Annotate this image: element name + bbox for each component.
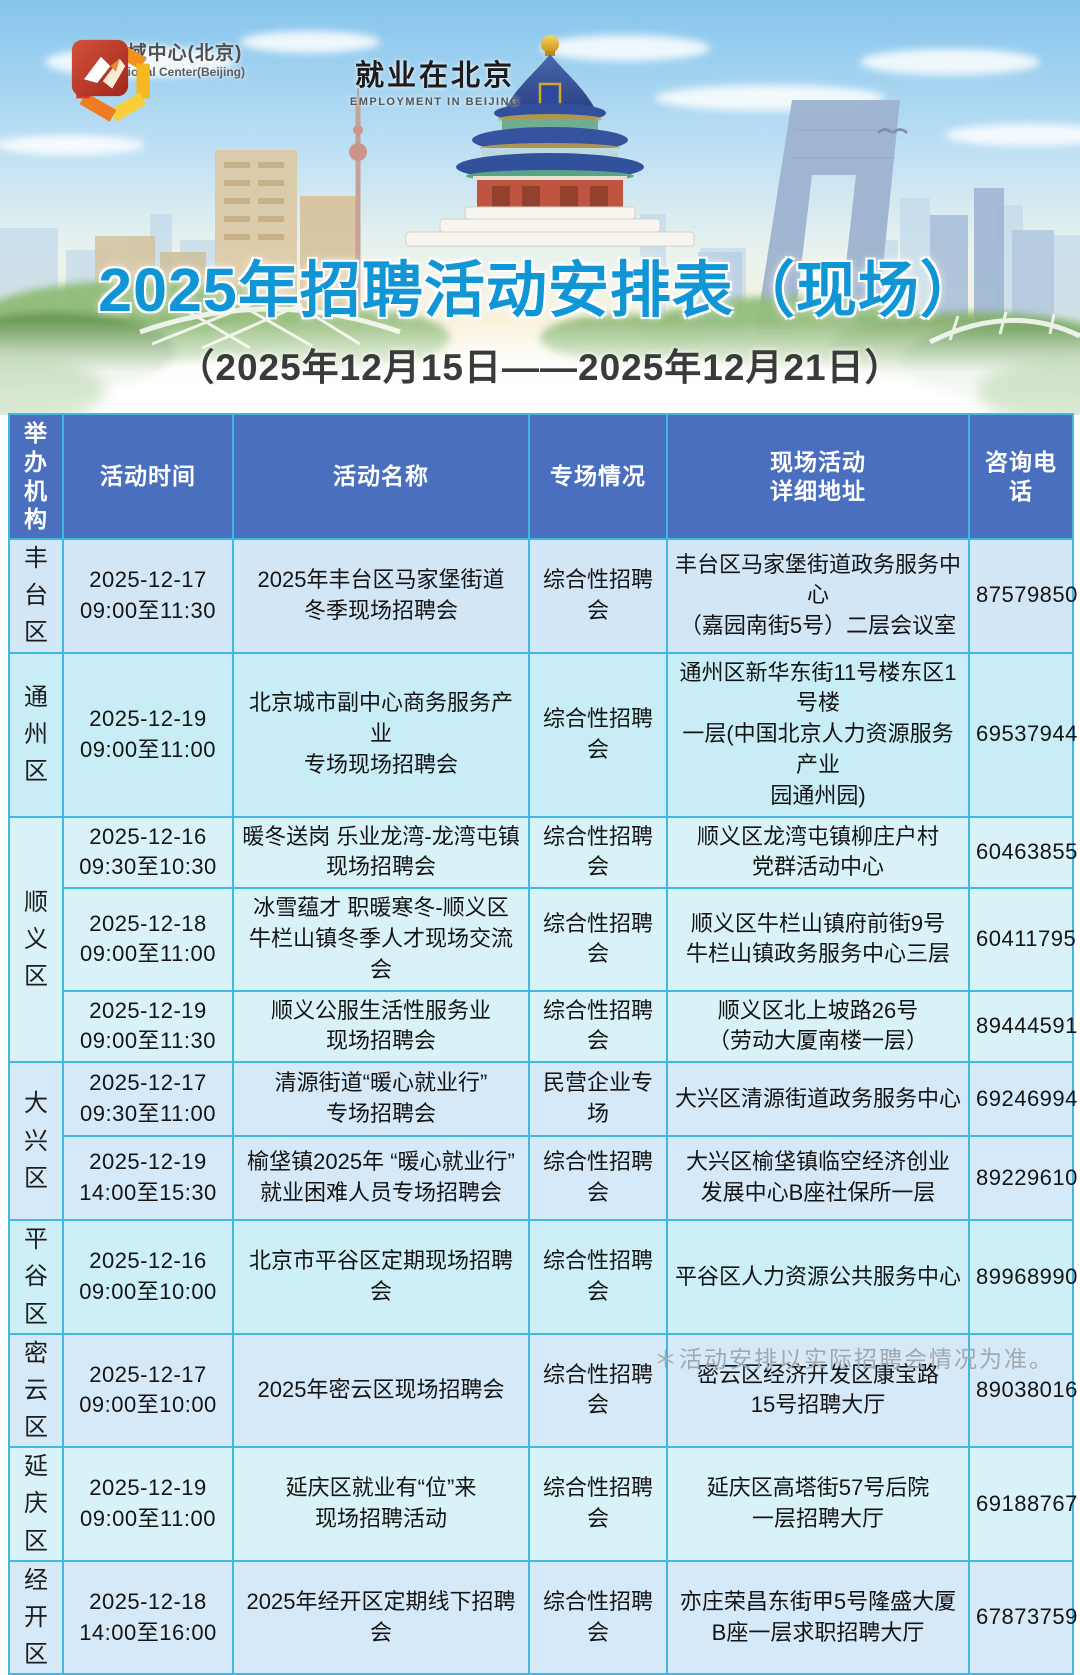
phone-cell: 69537944 [968,651,1077,818]
employment-name-cn: 就业在北京 [354,60,515,92]
table-row: 延庆区 2025-12-19 09:00至11:00 延庆区就业有“位”来 现场… [8,1446,1077,1562]
table-row: 丰台区 2025-12-17 09:00至11:30 2025年丰台区马家堡街道… [8,538,1077,654]
event-name-cell: 暖冬送岗 乐业龙湾-龙湾屯镇 现场招聘会 [232,815,530,890]
phone-cell: 89229610 [968,1135,1077,1222]
district-cell: 丰台区 [8,538,64,654]
time-cell: 2025-12-17 09:00至11:30 [62,538,234,654]
cctv-building [755,100,900,335]
district-cell: 延庆区 [8,1446,64,1562]
header-logos: 区域中心(北京) Regional Center(Beijing) 就业在北京 … [70,38,550,122]
bird-icon [877,128,908,134]
tv-tower [349,88,367,332]
date-range-subtitle: （2025年12月15日——2025年12月21日） [177,347,903,388]
event-type-cell: 综合性招聘会 [528,815,668,890]
table-row: 2025-12-19 14:00至15:30 榆垡镇2025年 “暖心就业行” … [9,1135,1077,1222]
table-row: 大兴区 2025-12-17 09:30至11:00 清源街道“暖心就业行” 专… [8,1061,1077,1222]
schedule-table-container: 举办 机构 活动时间 活动名称 专场情况 现场活动 详细地址 咨询电话 丰台区 … [8,413,1077,1675]
schedule-table: 举办 机构 活动时间 活动名称 专场情况 现场活动 详细地址 咨询电话 丰台区 … [8,413,1077,1675]
table-row: 通州区 2025-12-19 09:00至11:00 北京城市副中心商务服务产业… [8,651,1077,818]
table-row: 经开区 2025-12-18 14:00至16:00 2025年经开区定期线下招… [8,1559,1077,1675]
time-cell: 2025-12-16 09:00至10:00 [62,1219,234,1335]
time-cell: 2025-12-17 09:00至10:00 [62,1332,234,1449]
address-cell: 延庆区高塔街57号后院 一层招聘大厅 [666,1446,970,1562]
col-header-org: 举办 机构 [8,413,64,540]
table-row: 2025-12-19 09:00至11:30 顺义公服生活性服务业 现场招聘会 … [9,989,1077,1064]
event-name-cell: 清源街道“暖心就业行” 专场招聘会 [232,1061,530,1138]
address-cell: 丰台区马家堡街道政务服务中心 （嘉园南街5号）二层会议室 [666,538,970,654]
event-name-cell: 北京市平谷区定期现场招聘会 [232,1219,530,1335]
phone-cell: 89444591 [968,989,1077,1064]
address-cell: 顺义区北上坡路26号 （劳动大厦南楼一层） [666,989,970,1064]
event-type-cell: 综合性招聘会 [528,1332,668,1449]
address-cell: 平谷区人力资源公共服务中心 [666,1219,970,1335]
employment-badge-icon [71,39,129,97]
address-cell: 亦庄荣昌东街甲5号隆盛大厦 B座一层求职招聘大厅 [666,1559,970,1675]
col-header-phone: 咨询电话 [968,413,1074,540]
address-cell: 大兴区清源街道政务服务中心 [666,1061,970,1138]
address-cell: 大兴区榆垡镇临空经济创业 发展中心B座社保所一层 [666,1135,970,1222]
event-name-cell: 榆垡镇2025年 “暖心就业行” 就业困难人员专场招聘会 [232,1135,530,1222]
col-header-address: 现场活动 详细地址 [666,413,970,540]
event-name-cell: 2025年丰台区马家堡街道 冬季现场招聘会 [232,538,530,654]
employment-logo: 就业在北京 EMPLOYMENT IN BEIJING [71,38,550,108]
phone-cell: 69188767 [968,1446,1077,1562]
hero-banner: 区域中心(北京) Regional Center(Beijing) 就业在北京 … [0,0,1080,415]
district-cell: 通州区 [8,651,64,818]
event-type-cell: 综合性招聘会 [528,989,668,1064]
phone-cell: 60411795 [968,887,1076,992]
page-title: 2025年招聘活动安排表（现场） [98,256,982,324]
event-type-cell: 综合性招聘会 [528,1219,668,1335]
district-cell: 顺义区 [8,815,64,1064]
temple-of-heaven [405,35,695,247]
district-cell: 密云区 [8,1332,64,1449]
phone-cell: 67873759 [968,1559,1077,1675]
time-cell: 2025-12-16 09:30至10:30 [62,815,234,890]
event-name-cell: 顺义公服生活性服务业 现场招聘会 [232,989,530,1064]
table-header-row: 举办 机构 活动时间 活动名称 专场情况 现场活动 详细地址 咨询电话 [8,413,1074,540]
event-name-cell: 2025年密云区现场招聘会 [232,1332,530,1449]
event-name-cell: 北京城市副中心商务服务产业 专场现场招聘会 [232,651,530,818]
event-type-cell: 综合性招聘会 [528,1446,668,1562]
footer-disclaimer: ＊活动安排以实际招聘会情况为准。 [654,1346,1054,1372]
employment-name-en: EMPLOYMENT IN BEIJING [349,96,521,108]
event-type-cell: 综合性招聘会 [528,1559,668,1675]
table-row: 平谷区 2025-12-16 09:00至10:00 北京市平谷区定期现场招聘会… [8,1219,1077,1335]
event-name-cell: 延庆区就业有“位”来 现场招聘活动 [232,1446,530,1562]
event-name-cell: 2025年经开区定期线下招聘会 [232,1559,530,1675]
time-cell: 2025-12-19 14:00至15:30 [62,1135,234,1222]
time-cell: 2025-12-19 09:00至11:00 [62,651,234,818]
district-cell: 大兴区 [8,1061,64,1222]
event-type-cell: 综合性招聘会 [528,887,668,992]
col-header-name: 活动名称 [232,413,530,540]
event-type-cell: 综合性招聘会 [528,538,668,654]
phone-cell: 89968990 [968,1219,1077,1335]
district-cell: 经开区 [8,1559,64,1675]
event-type-cell: 综合性招聘会 [528,651,668,818]
table-row: 2025-12-18 09:00至11:00 冰雪蕴才 职暖寒冬-顺义区 牛栏山… [9,887,1076,992]
phone-cell: 60463855 [968,815,1077,890]
col-header-time: 活动时间 [62,413,234,540]
address-cell: 顺义区龙湾屯镇柳庄户村 党群活动中心 [666,815,970,890]
time-cell: 2025-12-19 09:00至11:00 [62,1446,234,1562]
time-cell: 2025-12-17 09:30至11:00 [62,1061,234,1138]
time-cell: 2025-12-19 09:00至11:30 [62,989,234,1064]
event-type-cell: 民营企业专场 [528,1061,668,1138]
event-name-cell: 冰雪蕴才 职暖寒冬-顺义区 牛栏山镇冬季人才现场交流会 [232,887,530,992]
phone-cell: 69246994 [968,1061,1077,1138]
address-cell: 通州区新华东街11号楼东区1号楼 一层(中国北京人力资源服务产业 园通州园) [666,651,970,818]
time-cell: 2025-12-18 09:00至11:00 [62,887,234,992]
phone-cell: 87579850 [968,538,1077,654]
event-type-cell: 综合性招聘会 [528,1135,668,1222]
beijing-skyline-illustration [0,0,1080,415]
address-cell: 顺义区牛栏山镇府前街9号 牛栏山镇政务服务中心三层 [666,887,970,992]
table-row: 顺义区 2025-12-16 09:30至10:30 暖冬送岗 乐业龙湾-龙湾屯… [8,815,1077,1064]
district-cell: 平谷区 [8,1219,64,1335]
col-header-type: 专场情况 [528,413,668,540]
time-cell: 2025-12-18 14:00至16:00 [62,1559,234,1675]
